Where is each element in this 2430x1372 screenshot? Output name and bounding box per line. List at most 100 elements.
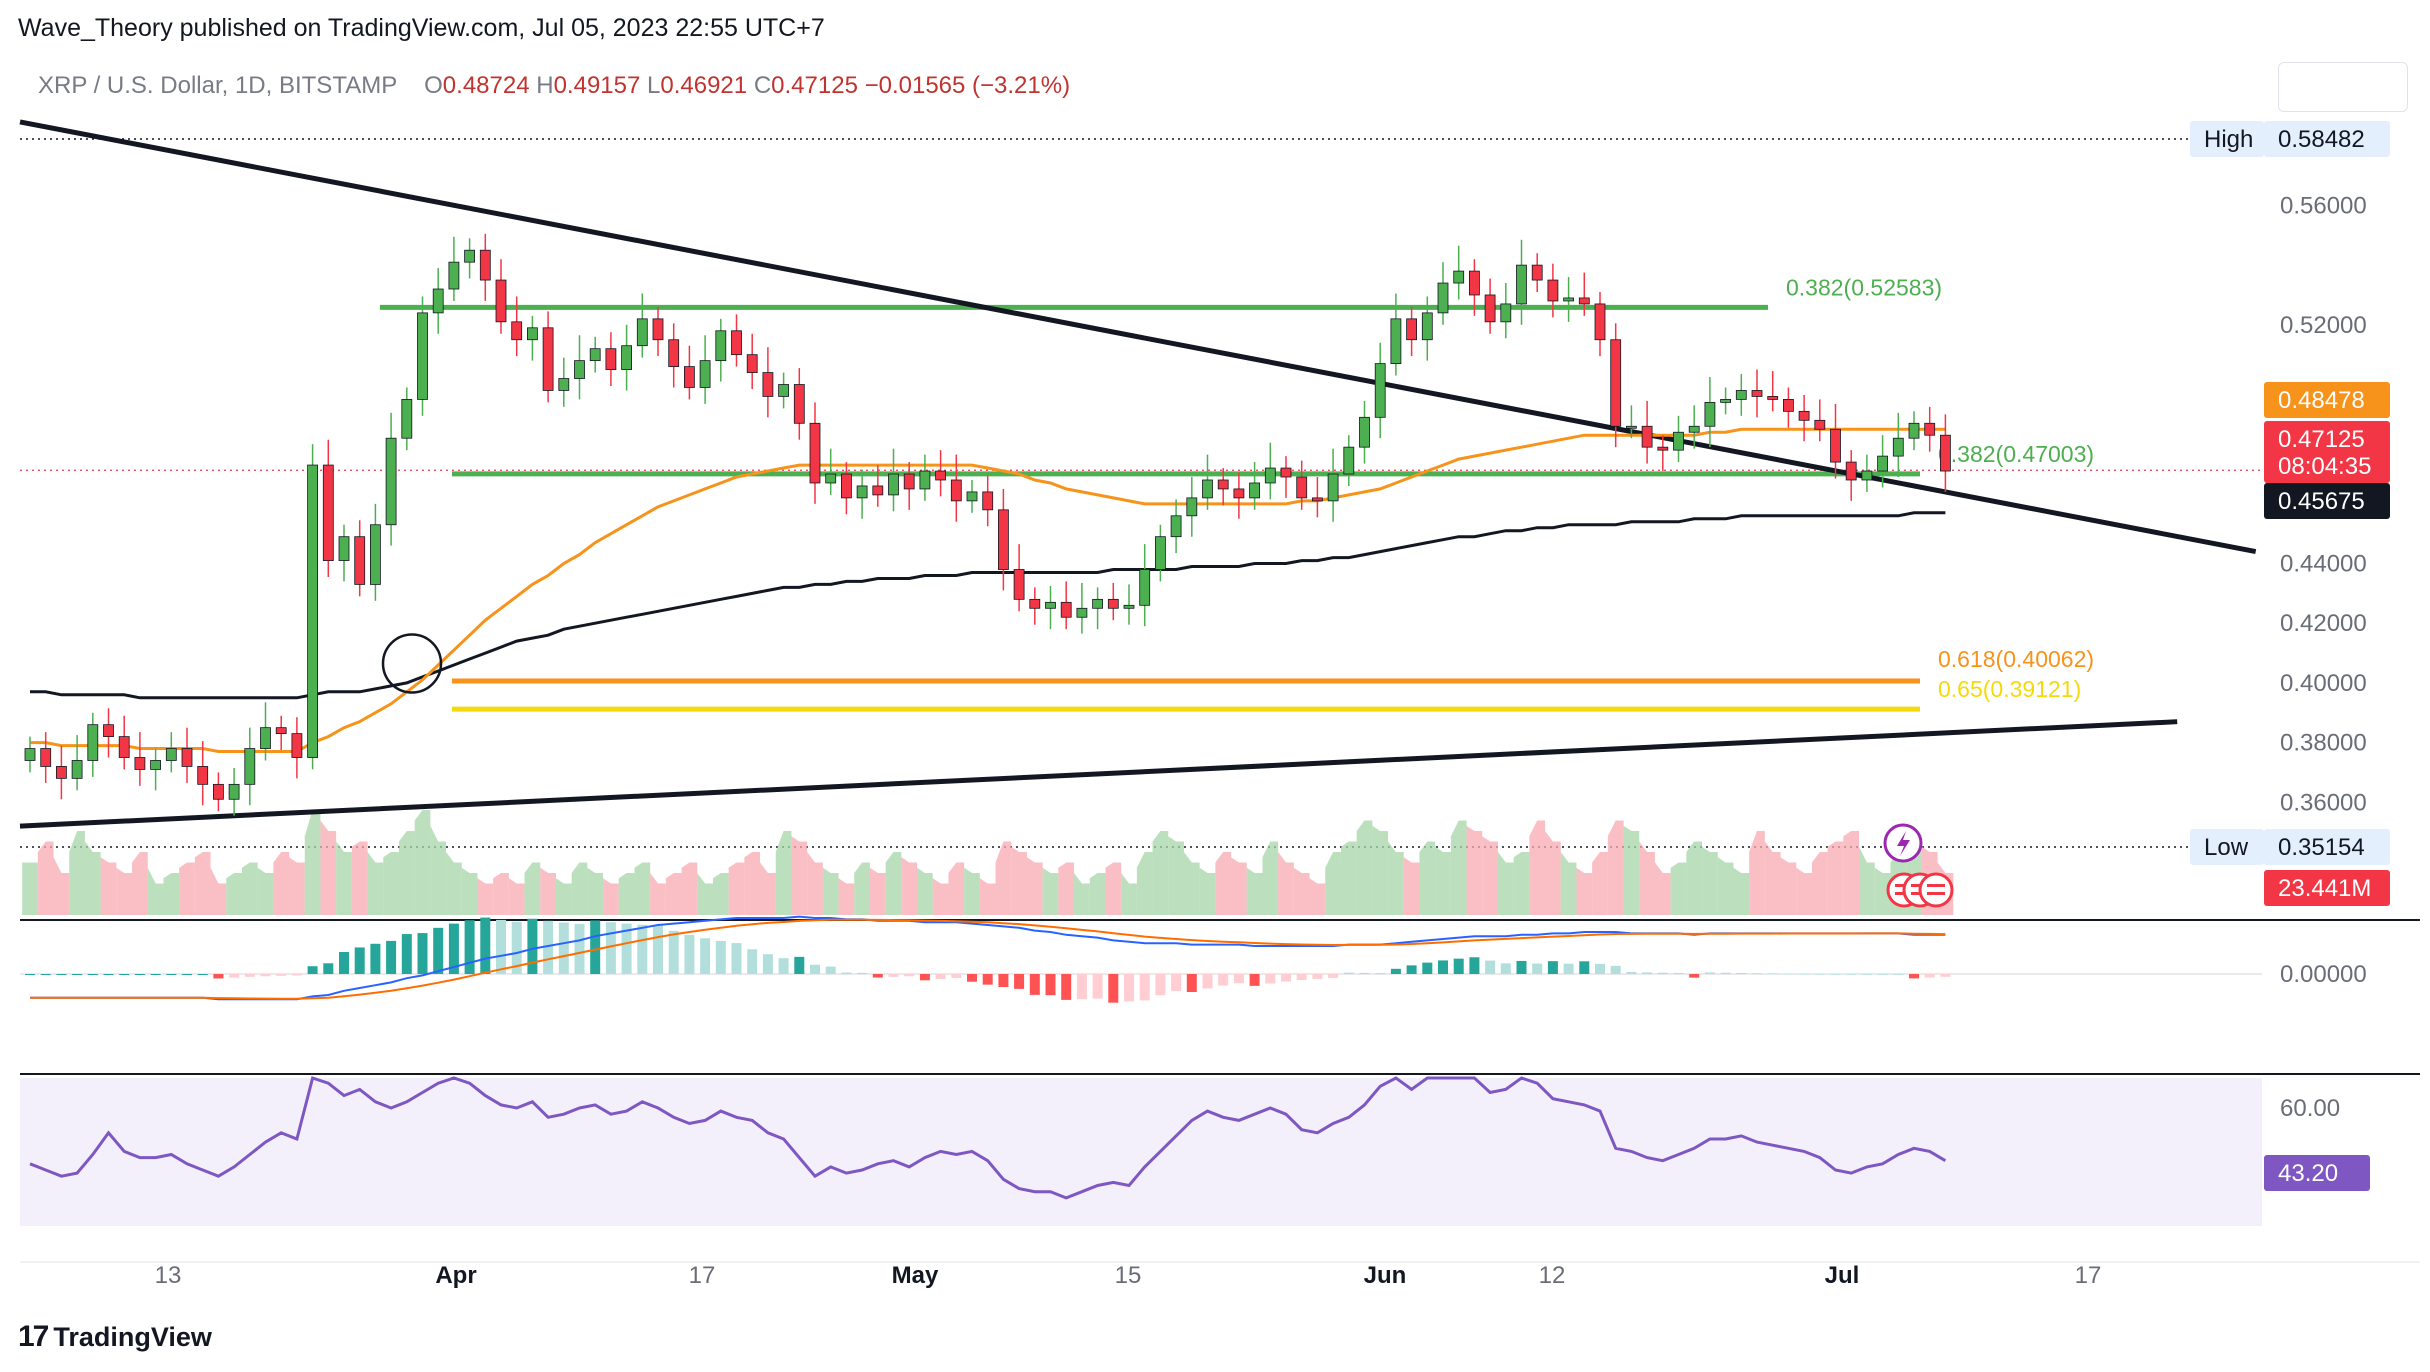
volume-bar	[712, 873, 729, 915]
volume-bar	[210, 867, 227, 915]
volume-bar	[304, 810, 321, 915]
macd-histogram-bar	[386, 940, 397, 974]
macd-histogram-bar	[496, 919, 506, 974]
volume-bar	[1278, 852, 1294, 915]
volume-bar	[540, 867, 556, 915]
macd-histogram-bar	[1092, 974, 1103, 999]
volume-bar	[226, 873, 242, 915]
rsi-line	[29, 1076, 1947, 1200]
macd-histogram-bar	[1704, 972, 1715, 974]
volume-bar	[932, 878, 949, 915]
low-value-tag: 0.35154	[2278, 834, 2365, 861]
volume-bar	[524, 862, 541, 915]
candle-body	[621, 345, 632, 370]
price-tags: High 0.58482 Low 0.35154 0.48478 0.4712508:04…	[2190, 121, 2390, 1191]
ema200-tag: 0.45675	[2278, 488, 2365, 515]
macd-histogram-bar	[56, 974, 67, 975]
candle-body	[872, 485, 884, 496]
candle-body	[950, 479, 962, 502]
volume-bar	[383, 852, 399, 915]
volume-bar	[1419, 841, 1436, 915]
volume-bar	[430, 825, 447, 915]
volume-bar	[697, 873, 713, 915]
last-price-value: 0.47125	[2278, 426, 2365, 453]
macd-histogram-bar	[511, 921, 522, 974]
volume-bar	[194, 852, 211, 915]
volume-bar	[1859, 846, 1875, 915]
volume-bar	[163, 873, 180, 915]
volume-bar	[1105, 862, 1122, 915]
macd-histogram-bar	[229, 974, 240, 978]
macd-pane	[20, 915, 2262, 1003]
volume-bar	[807, 852, 823, 915]
macd-histogram-bar	[1186, 974, 1197, 993]
rsi-background	[20, 1078, 2262, 1226]
publisher-line: Wave_Theory published on TradingView.com…	[18, 14, 825, 42]
volume-bar	[100, 857, 117, 915]
candle-body	[1783, 399, 1794, 412]
macd-histogram-bar	[291, 974, 302, 976]
volume-bar	[257, 867, 274, 915]
macd-histogram-bar	[1657, 972, 1668, 974]
candle-body	[1798, 410, 1810, 421]
flag-stripe-icon	[1927, 884, 1945, 887]
date-tick-label: 13	[155, 1262, 182, 1289]
volume-bar	[461, 867, 478, 915]
candle-body	[103, 724, 114, 738]
volume-bar	[1529, 820, 1546, 915]
volume-bar	[1058, 862, 1075, 915]
price-axis: 0.56000 0.52000 0.44000 0.42000 0.40000 0.380…	[2280, 192, 2367, 1122]
volume-bar	[1042, 867, 1059, 915]
candle-body	[856, 485, 868, 499]
macd-histogram-bar	[1343, 972, 1354, 974]
macd-histogram-bar	[904, 974, 915, 977]
candle-body	[165, 748, 177, 761]
low-key: L	[647, 72, 661, 99]
fib-level-label: 0.618(0.40062)	[1938, 646, 2094, 672]
volume-bar	[351, 841, 368, 915]
volume-bar	[273, 852, 290, 915]
candle-body	[1233, 488, 1245, 499]
macd-histogram-bar	[637, 924, 648, 974]
volume-bar	[289, 857, 305, 915]
macd-histogram-bar	[182, 974, 192, 975]
macd-histogram-bar	[464, 920, 475, 974]
macd-histogram-bar	[1390, 968, 1401, 974]
volume-bar	[555, 878, 572, 915]
brand-name: TradingView	[53, 1321, 212, 1352]
candle-body	[668, 339, 680, 367]
price-tick-label: 0.56000	[2280, 192, 2367, 219]
candle-body	[1060, 601, 1072, 618]
candle-body	[982, 491, 994, 511]
high-label-tag: High	[2204, 126, 2253, 153]
macd-histogram-bar	[119, 974, 130, 975]
candle-body	[260, 727, 271, 749]
candle-body	[275, 727, 287, 735]
candle-body	[1453, 270, 1465, 284]
candle-body	[684, 366, 695, 388]
volume-bar	[1686, 841, 1703, 915]
candle-body	[1421, 312, 1433, 341]
candle-body	[1280, 467, 1292, 478]
change-value: −0.01565 (−3.21%)	[864, 72, 1071, 99]
candle-body	[1641, 425, 1653, 448]
date-tick-label: 17	[2075, 1262, 2102, 1289]
macd-histogram-bar	[684, 934, 695, 974]
volume-bar	[1592, 852, 1608, 915]
macd-histogram-bar	[103, 974, 114, 975]
candle-body	[1217, 479, 1229, 490]
candle-body	[998, 509, 1009, 570]
macd-histogram-bar	[417, 933, 428, 974]
volume-bar	[1450, 820, 1467, 915]
volume-tag-bg	[2264, 870, 2390, 906]
candle-body	[401, 399, 413, 439]
macd-histogram-bar	[1752, 973, 1762, 975]
volume-bar	[84, 841, 101, 915]
symbol-name[interactable]: XRP / U.S. Dollar, 1D, BITSTAMP	[38, 72, 397, 99]
macd-histogram-bar	[1406, 965, 1417, 974]
candle-body	[636, 318, 648, 347]
volume-bar	[1089, 873, 1106, 915]
chart-menu-box[interactable]	[2278, 62, 2408, 112]
candle-body	[1484, 294, 1496, 323]
